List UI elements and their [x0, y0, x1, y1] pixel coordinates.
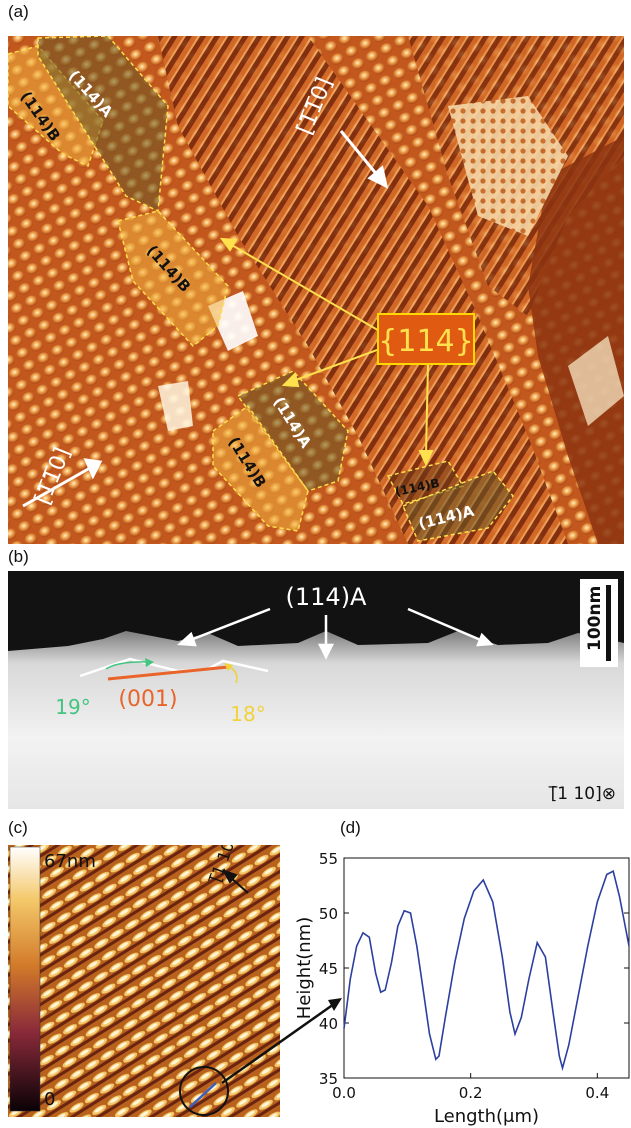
angle-right-label: 18° — [230, 702, 265, 726]
y-tick-label: 40 — [319, 1015, 338, 1033]
panel-a-label: (a) — [8, 2, 29, 21]
y-tick-label: 55 — [319, 850, 338, 868]
scale-bar — [606, 585, 611, 661]
y-axis-label: Height(nm) — [294, 917, 315, 1020]
height-profile-line — [343, 870, 630, 1072]
colorbar-min-label: 0 — [44, 1089, 55, 1110]
panel-a-stm-image: (114)B (114)A (114)B (114)A (114)B (114)… — [8, 36, 624, 544]
x-tick-label: 0.2 — [459, 1084, 483, 1102]
profile-location-line — [189, 1082, 217, 1108]
x-tick-label: 0.4 — [585, 1084, 609, 1102]
scale-bar-box — [580, 579, 618, 667]
plane-001-label: (001) — [118, 687, 177, 712]
panel-d-height-profile-chart: 35 40 45 50 55 0.0 0.2 0.4 Length(μm) Height(nm) — [294, 850, 630, 1127]
panel-b-facet-label: (114)A — [286, 583, 368, 611]
x-tick-label: 0.0 — [332, 1084, 356, 1102]
panel-b-tem-image: (114)A (001) 19° 18° 100nm [̅1 10]⊗ — [8, 571, 624, 809]
facet-family-label: {114} — [378, 324, 473, 359]
panel-c-label: (c) — [8, 818, 28, 837]
view-direction-label: [̅1 10]⊗ — [548, 784, 616, 804]
panel-b-label: (b) — [8, 547, 29, 566]
profile-location-circle — [179, 1066, 229, 1116]
angle-left-label: 19° — [55, 695, 90, 719]
panel-d-label: (d) — [340, 818, 361, 837]
y-tick-label: 50 — [319, 905, 338, 923]
colorbar — [9, 846, 41, 1112]
plane-001-line — [107, 665, 229, 681]
x-axis-label: Length(μm) — [434, 1106, 539, 1127]
y-tick-label: 35 — [319, 1070, 338, 1088]
plot-frame — [343, 857, 630, 1079]
scale-bar-label: 100nm — [585, 586, 605, 651]
panel-c-afm-image: 67nm 0 [̅1 10] — [8, 845, 280, 1117]
colorbar-max-label: 67nm — [44, 851, 96, 872]
y-tick-label: 45 — [319, 960, 338, 978]
facet-family-box — [377, 313, 475, 365]
